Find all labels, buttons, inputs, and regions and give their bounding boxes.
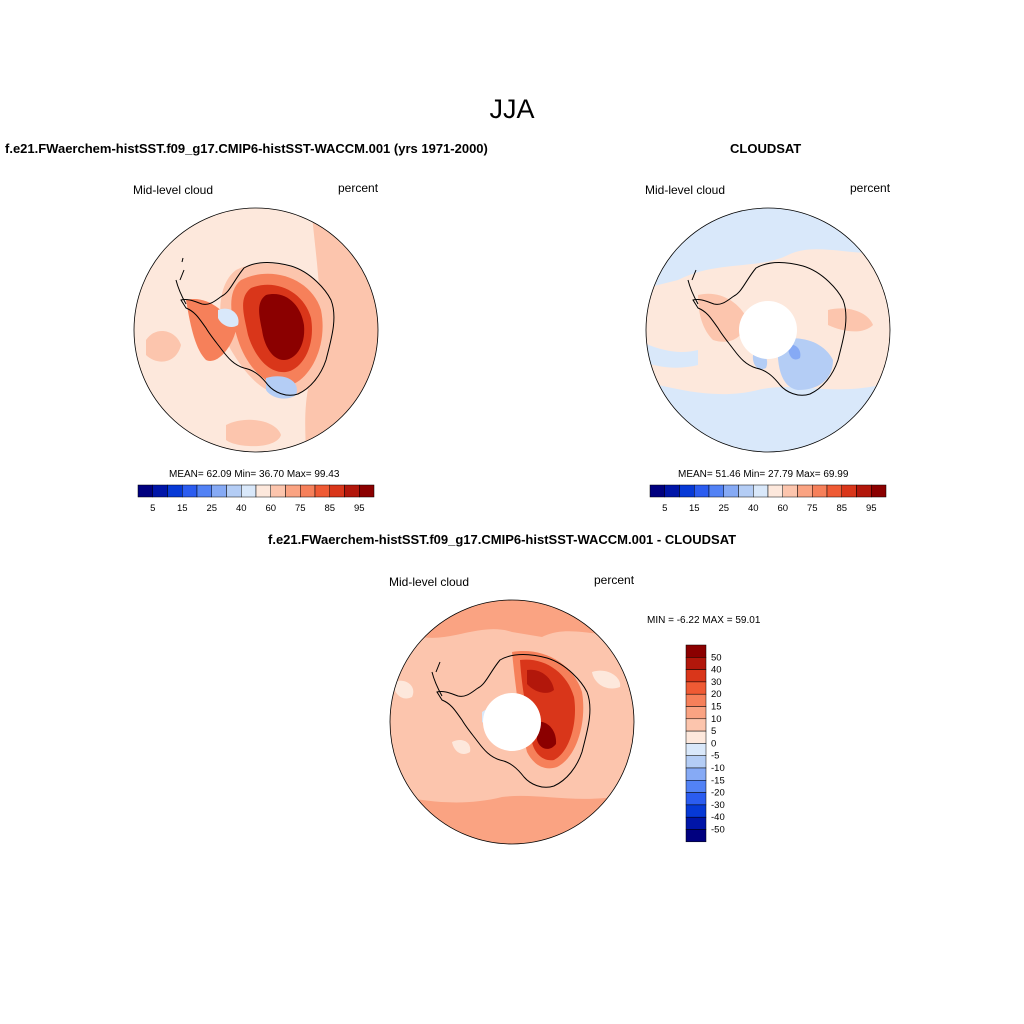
panel3-map <box>389 599 635 845</box>
panel2-map <box>645 207 891 453</box>
colorbar-swatch <box>753 484 769 498</box>
colorbar-swatch <box>344 484 360 498</box>
colorbar-swatch <box>679 484 695 498</box>
colorbar-swatch <box>685 755 707 769</box>
colorbar-swatch <box>314 484 330 498</box>
colorbar-swatch <box>329 484 345 498</box>
colorbar-tick-label: 60 <box>777 503 788 514</box>
colorbar-swatch <box>826 484 842 498</box>
colorbar-swatch <box>226 484 242 498</box>
colorbar-swatch <box>285 484 301 498</box>
colorbar-swatch <box>685 644 707 658</box>
colorbar-tick-label: 15 <box>689 503 700 514</box>
colorbar-swatch <box>685 792 707 806</box>
colorbar-swatch <box>152 484 168 498</box>
colorbar-swatch <box>685 829 707 843</box>
colorbar-tick-label: 40 <box>236 503 247 514</box>
colorbar-swatch <box>211 484 227 498</box>
colorbar-swatch <box>723 484 739 498</box>
colorbar-swatch <box>685 706 707 720</box>
colorbar-tick-label: 95 <box>866 503 877 514</box>
colorbar-swatch <box>685 816 707 830</box>
colorbar-swatch <box>182 484 198 498</box>
colorbar-tick-label: 40 <box>748 503 759 514</box>
colorbar-tick-label: 20 <box>711 689 722 700</box>
colorbar-tick-label: 85 <box>836 503 847 514</box>
colorbar-swatch <box>856 484 872 498</box>
colorbar-tick-label: 75 <box>807 503 818 514</box>
colorbar-swatch <box>664 484 680 498</box>
panel1-right-label: percent <box>338 181 379 195</box>
panel1-stats: MEAN= 62.09 Min= 36.70 Max= 99.43 <box>169 469 340 480</box>
colorbar-tick-label: 15 <box>711 702 722 713</box>
panel2-left-label: Mid-level cloud <box>645 183 726 197</box>
colorbar-tick-label: -15 <box>711 775 725 786</box>
panel2-colorbar: 5 15 25 40 60 75 85 95 <box>649 484 887 514</box>
colorbar-tick-label: 25 <box>718 503 729 514</box>
colorbar-swatch <box>359 484 375 498</box>
colorbar-tick-label: 25 <box>206 503 217 514</box>
colorbar-tick-label: 60 <box>265 503 276 514</box>
colorbar-tick-label: -10 <box>711 763 725 774</box>
colorbar-tick-label: 85 <box>324 503 335 514</box>
colorbar-swatch <box>685 657 707 670</box>
colorbar-swatch <box>841 484 857 498</box>
panel2-title: CLOUDSAT <box>730 141 802 156</box>
colorbar-tick-label: 15 <box>177 503 188 514</box>
panel3-stats: MIN = -6.22 MAX = 59.01 <box>647 615 761 626</box>
colorbar-tick-label: -50 <box>711 825 725 836</box>
panel2-stats: MEAN= 51.46 Min= 27.79 Max= 69.99 <box>678 469 849 480</box>
panel1-map <box>133 207 379 453</box>
colorbar-swatch <box>685 780 707 793</box>
colorbar-swatch <box>685 767 707 781</box>
colorbar-swatch <box>649 484 665 498</box>
colorbar-tick-label: 5 <box>150 503 155 514</box>
panel1-colorbar: 5 15 25 40 60 75 85 95 <box>137 484 375 514</box>
colorbar-swatch <box>685 669 707 683</box>
colorbar-tick-label: 0 <box>711 738 716 749</box>
colorbar-swatch <box>167 484 183 498</box>
colorbar-swatch <box>708 484 724 498</box>
colorbar-swatch <box>255 484 271 498</box>
colorbar-swatch <box>797 484 813 498</box>
panel2-right-label: percent <box>850 181 891 195</box>
colorbar-tick-label: -5 <box>711 751 719 762</box>
colorbar-tick-label: 75 <box>295 503 306 514</box>
colorbar-swatch <box>738 484 754 498</box>
colorbar-swatch <box>241 484 257 498</box>
colorbar-tick-label: -40 <box>711 812 725 823</box>
panel3-title: f.e21.FWaerchem-histSST.f09_g17.CMIP6-hi… <box>268 532 737 547</box>
colorbar-tick-label: 50 <box>711 652 722 663</box>
colorbar-swatch <box>300 484 316 498</box>
panel1-title: f.e21.FWaerchem-histSST.f09_g17.CMIP6-hi… <box>5 141 488 156</box>
colorbar-swatch <box>685 681 707 695</box>
panel3-right-label: percent <box>594 573 635 587</box>
colorbar-swatch <box>871 484 887 498</box>
colorbar-swatch <box>137 484 153 498</box>
figure-title: JJA <box>489 94 535 124</box>
colorbar-swatch <box>685 730 707 744</box>
colorbar-tick-label: 95 <box>354 503 365 514</box>
colorbar-swatch <box>812 484 828 498</box>
colorbar-tick-label: 30 <box>711 677 722 688</box>
colorbar-swatch <box>196 484 212 498</box>
colorbar-tick-label: -20 <box>711 788 725 799</box>
colorbar-tick-label: 10 <box>711 714 722 725</box>
colorbar-tick-label: 5 <box>662 503 667 514</box>
colorbar-swatch <box>694 484 710 498</box>
colorbar-swatch <box>270 484 286 498</box>
colorbar-swatch <box>782 484 798 498</box>
colorbar-swatch <box>685 804 707 818</box>
panel3-left-label: Mid-level cloud <box>389 575 470 589</box>
panel1-left-label: Mid-level cloud <box>133 183 214 197</box>
colorbar-tick-label: 40 <box>711 665 722 676</box>
colorbar-swatch <box>685 693 707 707</box>
colorbar-swatch <box>685 718 707 732</box>
colorbar-swatch <box>685 743 707 756</box>
colorbar-tick-label: -30 <box>711 800 725 811</box>
colorbar-swatch <box>767 484 783 498</box>
colorbar-tick-label: 5 <box>711 726 716 737</box>
